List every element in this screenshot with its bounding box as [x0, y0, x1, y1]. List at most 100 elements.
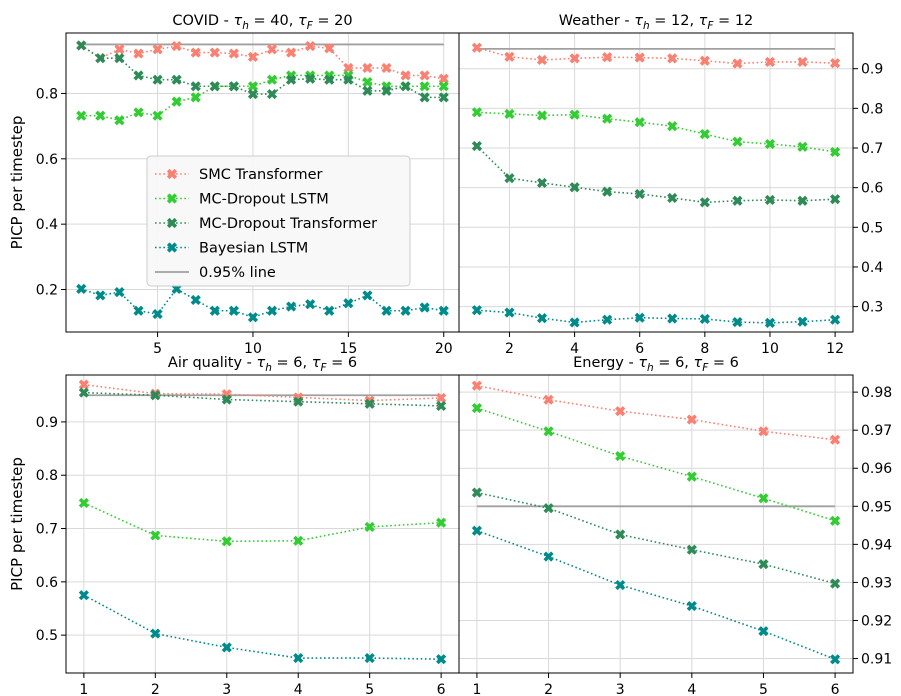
- data-point: [569, 317, 580, 328]
- y-tick-label: 0.96: [861, 461, 892, 477]
- data-point: [764, 194, 776, 206]
- data-point: [95, 290, 106, 301]
- legend-label: Bayesian LSTM: [199, 241, 308, 257]
- data-point: [150, 530, 161, 541]
- series-line: [83, 594, 442, 660]
- legend: SMC Transformer MC-Dropout LSTM MC-Dropout…: [146, 155, 411, 287]
- x-tick-label: 15: [339, 341, 357, 357]
- panel-title: COVID - τh = 40, τF = 20: [172, 13, 352, 32]
- legend-marker: [166, 242, 178, 253]
- plot-area: [78, 379, 447, 665]
- y-tick-label: 0.8: [36, 468, 58, 484]
- series-line: [80, 44, 444, 99]
- data-point: [438, 92, 449, 103]
- legend-item-mc-dropout-transformer: MC-Dropout Transformer: [155, 216, 377, 232]
- y-tick-label: 0.9: [36, 415, 58, 431]
- data-point: [286, 301, 297, 312]
- data-point: [209, 47, 220, 58]
- x-tick-label: 5: [153, 341, 162, 357]
- data-point: [732, 58, 743, 69]
- series-bayesian-lstm: [76, 283, 449, 323]
- data-point: [634, 117, 645, 128]
- data-point: [686, 544, 697, 555]
- data-point: [221, 642, 232, 653]
- panel-title: Weather - τh = 12, τF = 12: [559, 13, 754, 32]
- series-line: [83, 391, 442, 407]
- x-tick-label: 1: [79, 682, 88, 696]
- data-point: [152, 74, 163, 85]
- data-point: [504, 307, 515, 318]
- y-tick-label: 0.93: [861, 575, 892, 591]
- data-point: [133, 305, 144, 316]
- x-tick-label: 10: [761, 341, 779, 357]
- series-mc-dropout-lstm: [471, 403, 841, 526]
- data-point: [209, 305, 220, 316]
- legend-label: SMC Transformer: [199, 167, 322, 183]
- title-part: = 6,: [654, 355, 694, 371]
- y-tick-label: 0.92: [861, 613, 892, 629]
- panel-energy: 1 2 3 4 5 6 0.91 0.92 0.93 0.94 0.95 0.96 0.97 0.98 En…: [458, 355, 892, 696]
- title-part: = 12,: [650, 13, 699, 29]
- title-part: τ: [634, 13, 643, 29]
- title-part: F: [320, 362, 327, 374]
- data-point: [699, 313, 710, 324]
- plot-area: [471, 380, 841, 665]
- series-line: [83, 502, 442, 543]
- y-tick-label: 0.8: [861, 101, 883, 117]
- data-point: [362, 62, 373, 74]
- data-point: [228, 48, 239, 59]
- y-tick-label: 0.6: [36, 152, 58, 168]
- data-point: [150, 390, 161, 401]
- y-tick-label: 0.7: [36, 522, 58, 538]
- data-point: [438, 81, 449, 92]
- data-point: [471, 140, 482, 152]
- data-point: [114, 287, 125, 298]
- data-point: [602, 186, 613, 197]
- data-point: [536, 177, 548, 188]
- legend-label: MC-Dropout Transformer: [199, 216, 377, 232]
- title-part: τ: [699, 13, 708, 29]
- data-point: [764, 317, 776, 328]
- y-tick-label: 0.5: [36, 628, 58, 644]
- data-point: [133, 107, 144, 118]
- data-point: [362, 290, 373, 301]
- legend-marker: [166, 217, 178, 229]
- data-point: [305, 40, 316, 52]
- data-point: [324, 74, 335, 85]
- legend-marker: [166, 193, 178, 204]
- series-mc-dropout-lstm: [76, 70, 449, 126]
- data-point: [362, 85, 373, 96]
- series-mc-dropout-lstm: [78, 497, 447, 547]
- data-point: [602, 52, 613, 63]
- x-tick-label: 6: [831, 682, 840, 696]
- data-point: [419, 302, 430, 313]
- y-tick-label: 0.9: [861, 62, 883, 78]
- data-point: [686, 414, 697, 425]
- data-point: [634, 312, 645, 323]
- legend-item-reference-line: 0.95% line: [155, 265, 276, 281]
- data-point: [266, 74, 278, 85]
- data-point: [114, 115, 125, 126]
- data-point: [76, 110, 87, 121]
- y-tick-label: 0.6: [861, 181, 883, 197]
- data-point: [247, 51, 259, 62]
- data-point: [400, 305, 411, 316]
- data-point: [221, 394, 232, 405]
- x-tick-label: 5: [759, 682, 768, 696]
- data-point: [732, 317, 743, 328]
- data-point: [78, 497, 89, 509]
- data-point: [152, 308, 163, 320]
- data-point: [133, 70, 144, 81]
- data-point: [699, 55, 710, 66]
- data-point: [830, 194, 841, 205]
- data-point: [758, 426, 769, 437]
- data-point: [830, 434, 841, 445]
- data-point: [471, 107, 482, 118]
- y-tick-label: 0.4: [36, 217, 58, 233]
- title-part: τ: [257, 355, 266, 371]
- x-tick-label: 3: [222, 682, 231, 696]
- x-tick-label: 3: [616, 682, 625, 696]
- data-point: [381, 305, 392, 316]
